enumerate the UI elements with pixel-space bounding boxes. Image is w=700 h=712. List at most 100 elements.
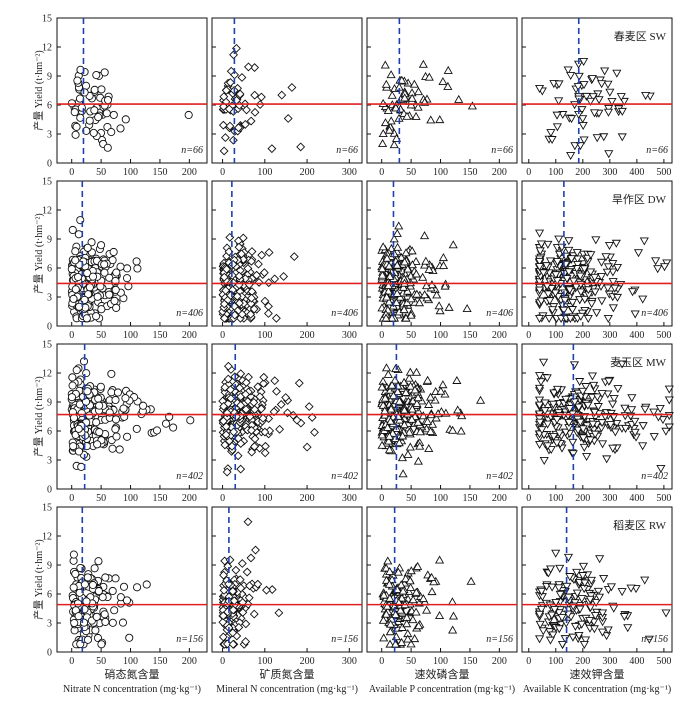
data-point [537, 587, 547, 596]
data-point [237, 249, 246, 259]
data-point [599, 133, 609, 142]
data-point [413, 417, 423, 426]
data-point [579, 265, 590, 274]
x-tick-label: 400 [629, 167, 644, 178]
x-tick-label: 0 [526, 656, 531, 667]
data-point [219, 416, 228, 426]
data-point [617, 588, 627, 597]
data-point [74, 272, 83, 282]
data-point [641, 92, 651, 101]
data-point [235, 575, 245, 585]
data-point [565, 314, 575, 323]
data-point [407, 93, 417, 102]
x-tick-label: 100 [548, 493, 563, 504]
data-point [221, 430, 231, 440]
data-point [583, 314, 593, 323]
data-point [609, 394, 619, 404]
data-point [399, 420, 409, 429]
data-point [412, 289, 422, 298]
data-point [110, 296, 119, 305]
data-point [234, 123, 243, 133]
x-tick-label: 50 [406, 330, 416, 341]
data-point [617, 360, 627, 369]
data-point [592, 134, 602, 143]
x-tick-label: 0 [379, 167, 384, 178]
data-point [420, 290, 430, 299]
x-tick-label: 100 [123, 330, 138, 341]
data-point [603, 314, 613, 323]
data-point [603, 390, 613, 399]
data-point [619, 613, 629, 622]
data-point [587, 300, 597, 309]
data-point [399, 377, 409, 386]
data-point [570, 101, 580, 110]
data-point [119, 404, 128, 413]
data-point [585, 595, 595, 604]
data-point [125, 633, 134, 642]
data-point [586, 251, 596, 260]
data-point [438, 260, 449, 269]
data-point [578, 122, 588, 131]
scatter-points [67, 216, 142, 323]
data-point [555, 590, 565, 599]
data-point [259, 379, 268, 389]
data-point [440, 281, 450, 290]
y-tick-label: 15 [42, 503, 52, 514]
data-point [118, 618, 128, 627]
data-point [551, 549, 561, 558]
x-tick-label: 100 [123, 167, 138, 178]
y-tick-label: 15 [42, 14, 52, 25]
data-point [566, 151, 576, 160]
data-point [418, 59, 428, 68]
y-tick-label: 9 [47, 235, 52, 246]
sample-size-label: n=66 [491, 145, 513, 156]
data-point [244, 372, 253, 382]
data-point [92, 612, 101, 621]
data-point [427, 572, 437, 581]
data-point [578, 425, 588, 434]
data-point [408, 595, 418, 604]
data-point [249, 304, 259, 314]
data-point [426, 115, 436, 124]
data-point [570, 622, 580, 631]
data-point [544, 314, 554, 323]
data-point [269, 407, 279, 417]
data-point [547, 136, 557, 145]
x-tick-label: 200 [300, 330, 315, 341]
data-point [536, 378, 546, 387]
data-point [582, 453, 592, 462]
data-point [235, 383, 245, 393]
data-point [426, 426, 436, 435]
data-point [379, 633, 389, 642]
data-point [554, 97, 564, 106]
data-point [77, 462, 86, 471]
data-point [249, 442, 259, 452]
data-point [70, 108, 79, 117]
x-tick-label: 200 [575, 330, 590, 341]
data-point [378, 400, 388, 409]
data-point [253, 579, 263, 589]
data-point [240, 274, 250, 284]
data-point [605, 88, 615, 97]
data-point [398, 431, 408, 440]
data-point [579, 443, 589, 452]
data-point [435, 306, 445, 315]
data-point [427, 280, 437, 289]
x-tick-label: 0 [220, 656, 225, 667]
data-point [587, 393, 597, 402]
x-tick-label: 400 [629, 656, 644, 667]
x-tick-label: 150 [462, 493, 477, 504]
panel-frame [366, 343, 518, 490]
data-point [613, 385, 623, 394]
data-point [630, 417, 640, 426]
region-label: 旱作区 DW [612, 193, 667, 206]
y-tick-label: 15 [42, 177, 52, 188]
data-point [252, 270, 262, 280]
x-tick-label: 200 [182, 656, 197, 667]
data-point [77, 103, 86, 112]
data-point [662, 259, 672, 268]
sample-size-label: n=402 [641, 471, 668, 482]
x-tick-label: 200 [182, 493, 197, 504]
data-point [294, 378, 304, 388]
data-point [540, 407, 550, 416]
